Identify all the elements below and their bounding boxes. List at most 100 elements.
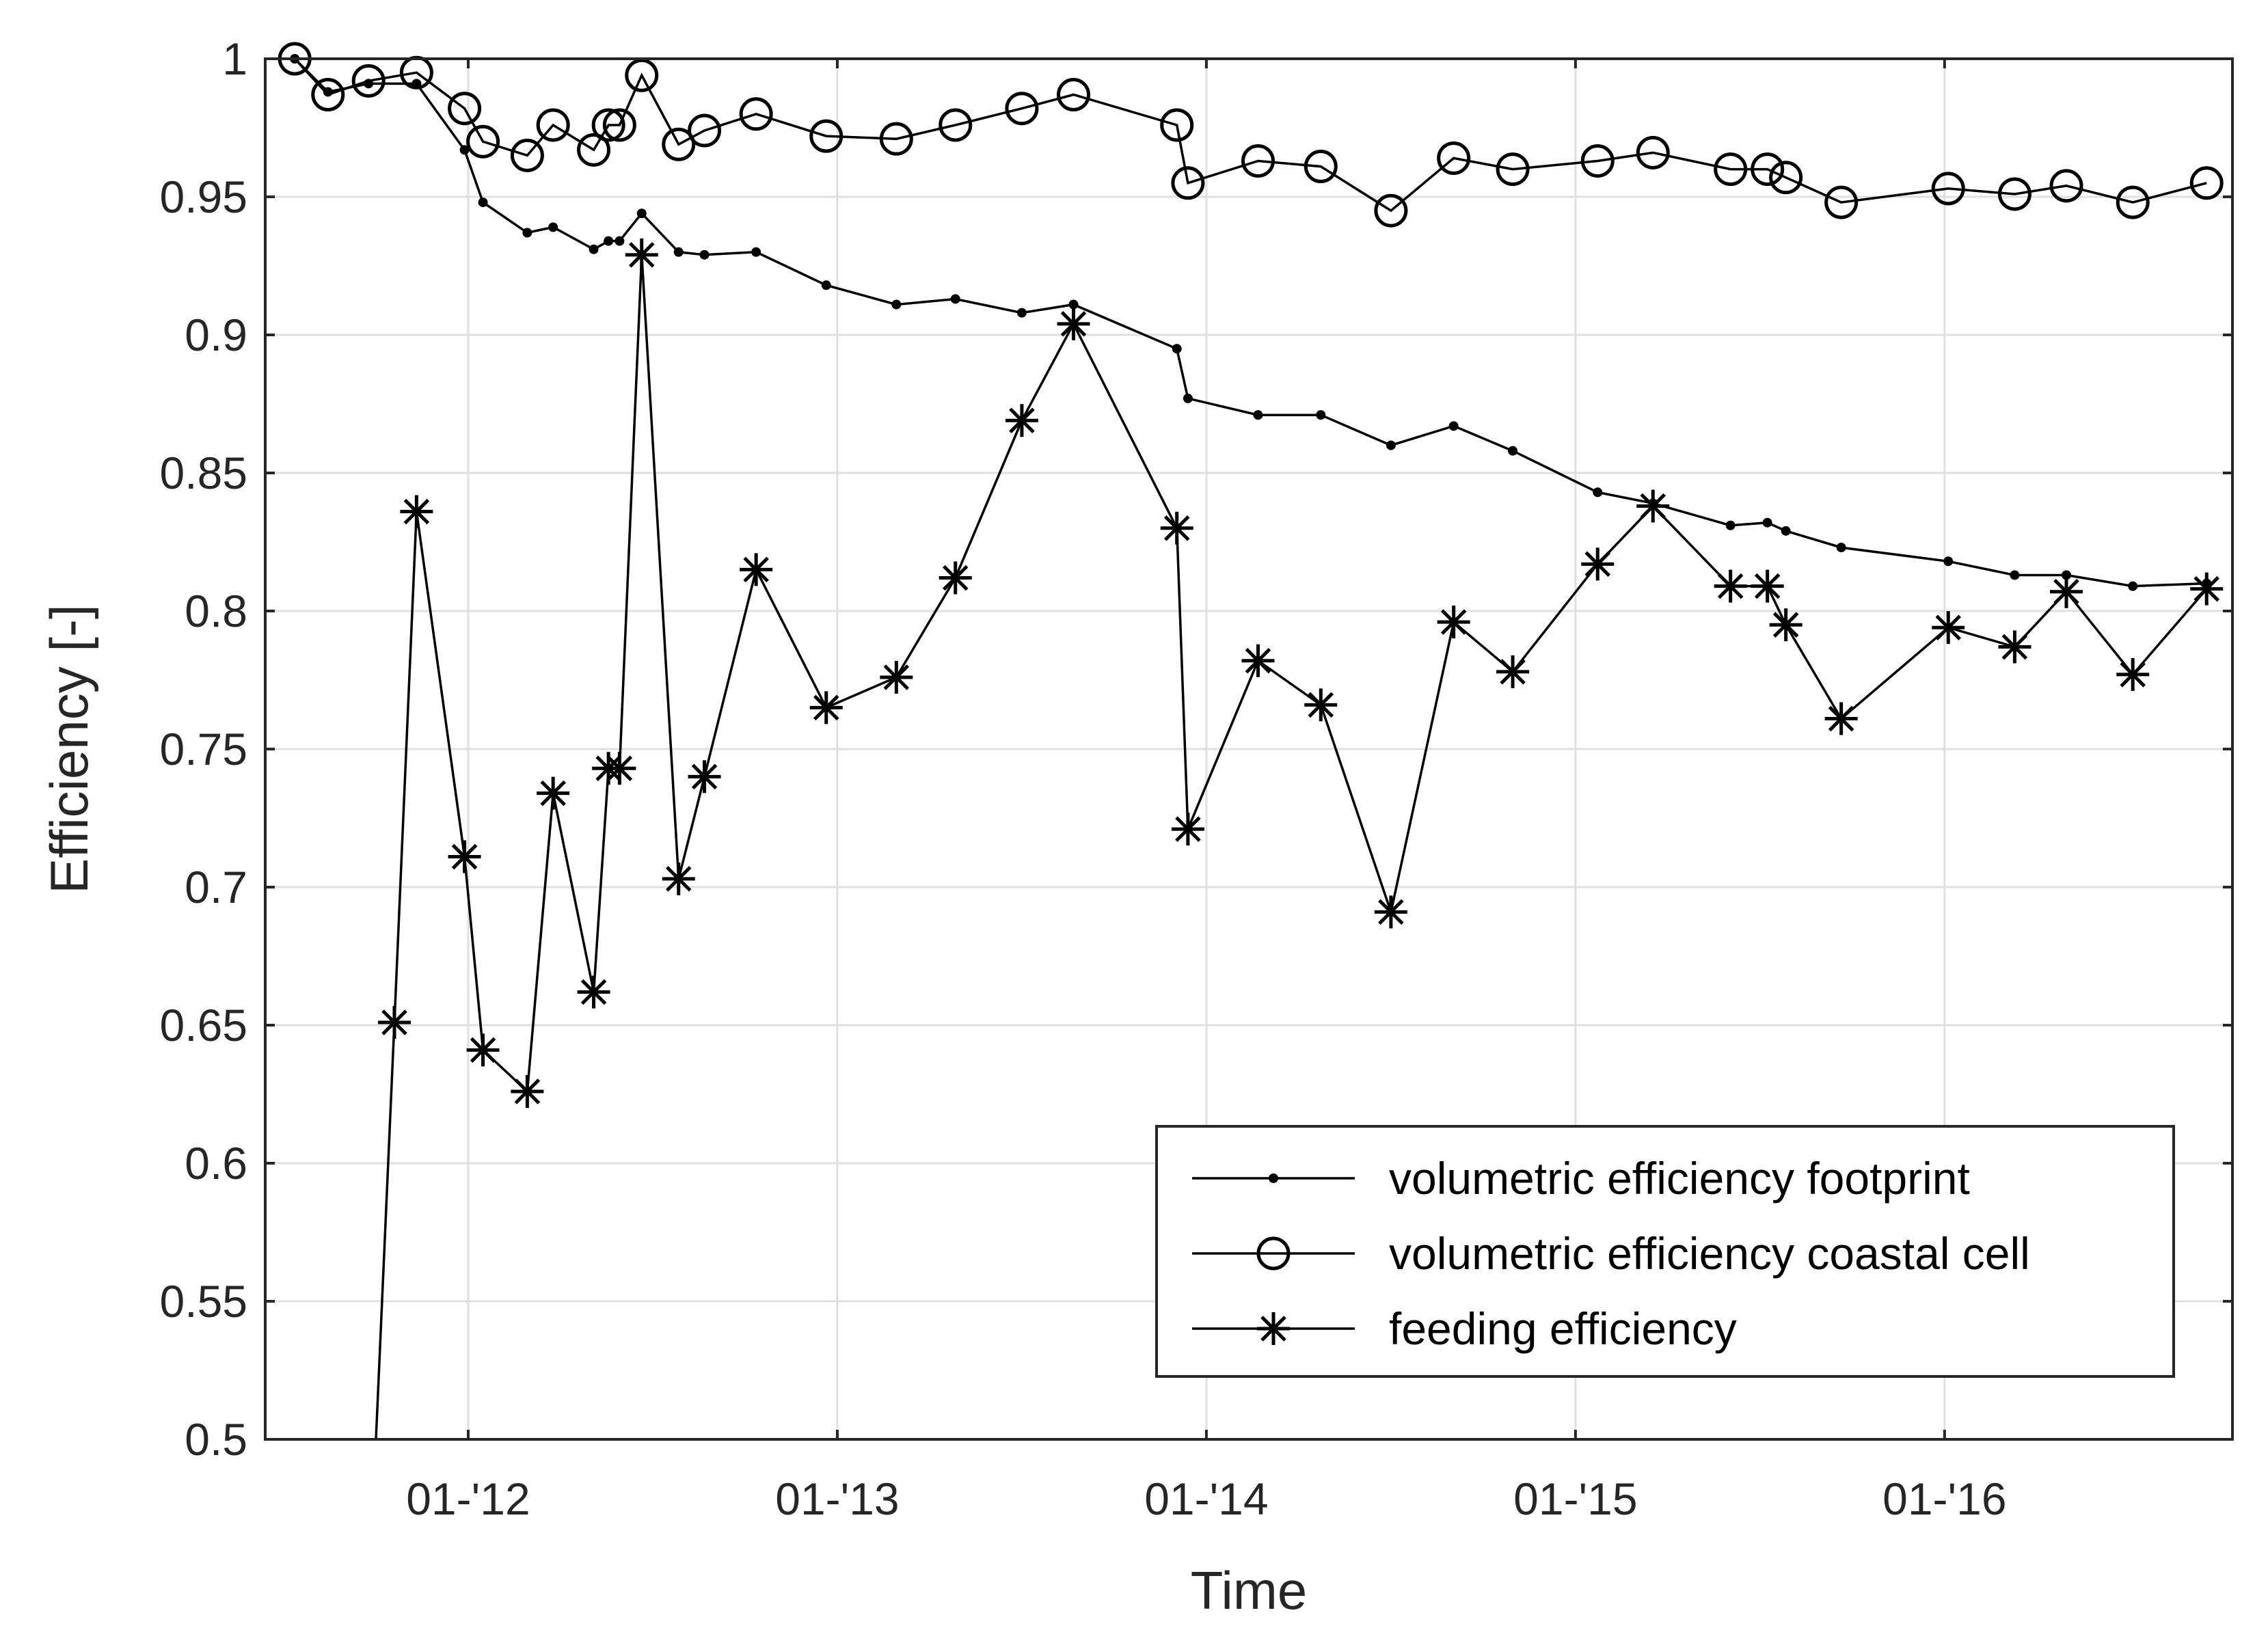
data-point-volumetric-efficiency-coastal-cell <box>688 113 722 148</box>
asterisk-glyph <box>939 561 972 595</box>
data-point-volumetric-efficiency-coastal-cell <box>1636 135 1670 169</box>
data-point-volumetric-efficiency-footprint <box>2010 570 2020 580</box>
data-point-feeding-efficiency <box>1241 644 1275 677</box>
asterisk-glyph <box>1824 702 1858 735</box>
legend-item-volumetric-efficiency-footprint: volumetric efficiency footprint <box>1192 1153 1970 1204</box>
asterisk-glyph <box>466 1033 500 1067</box>
data-point-volumetric-efficiency-coastal-cell <box>2189 166 2224 200</box>
data-point-volumetric-efficiency-coastal-cell <box>1931 172 1965 206</box>
data-point-volumetric-efficiency-footprint <box>1508 446 1518 456</box>
data-point-feeding-efficiency <box>2050 575 2083 608</box>
x-tick-label: 01-'15 <box>1513 1474 1637 1524</box>
data-point-volumetric-efficiency-footprint <box>1068 299 1079 310</box>
data-point-volumetric-efficiency-footprint <box>1725 520 1736 530</box>
data-point-feeding-efficiency <box>1714 569 1747 603</box>
y-tick-label: 0.7 <box>185 862 247 912</box>
series-layer <box>278 42 2224 1439</box>
data-point-volumetric-efficiency-coastal-cell <box>1241 144 1275 178</box>
data-point-feeding-efficiency <box>577 975 610 1009</box>
data-point-volumetric-efficiency-coastal-cell <box>1160 108 1194 142</box>
y-tick-label: 0.6 <box>185 1138 247 1189</box>
data-point-volumetric-efficiency-footprint <box>1016 308 1027 318</box>
data-point-volumetric-efficiency-coastal-cell <box>1714 152 1748 187</box>
data-point-feeding-efficiency <box>1171 813 1204 846</box>
data-point-volumetric-efficiency-coastal-cell <box>577 133 611 167</box>
data-point-feeding-efficiency <box>603 752 636 785</box>
data-point-volumetric-efficiency-coastal-cell <box>939 108 973 142</box>
series-line-volumetric-efficiency-coastal-cell <box>293 57 2207 213</box>
data-point-volumetric-efficiency-coastal-cell <box>448 92 482 126</box>
asterisk-glyph <box>1581 547 1615 581</box>
asterisk-glyph <box>662 862 695 895</box>
data-point-volumetric-efficiency-coastal-cell <box>662 127 696 161</box>
data-point-volumetric-efficiency-footprint <box>673 247 684 257</box>
data-point-feeding-efficiency <box>662 862 695 895</box>
data-point-volumetric-efficiency-footprint <box>548 222 558 232</box>
asterisk-glyph <box>809 691 843 724</box>
x-tick-label: 01-'16 <box>1882 1474 2006 1524</box>
data-point-volumetric-efficiency-coastal-cell <box>1374 193 1408 228</box>
series-volumetric-efficiency-footprint <box>290 54 2212 591</box>
data-point-volumetric-efficiency-footprint <box>459 145 470 155</box>
legend-box <box>1155 1125 2175 1378</box>
data-point-feeding-efficiency <box>466 1033 500 1067</box>
asterisk-glyph <box>448 840 481 873</box>
data-point-feeding-efficiency <box>809 691 843 724</box>
data-point-volumetric-efficiency-coastal-cell <box>351 64 386 98</box>
asterisk-glyph <box>1751 569 1784 603</box>
y-tick-label: 0.65 <box>160 1000 247 1050</box>
asterisk-glyph <box>688 760 721 793</box>
data-point-volumetric-efficiency-footprint <box>1593 487 1603 498</box>
data-point-volumetric-efficiency-coastal-cell <box>739 97 773 131</box>
asterisk-glyph <box>2116 657 2150 691</box>
data-point-feeding-efficiency <box>2190 572 2224 606</box>
data-point-volumetric-efficiency-footprint <box>1448 421 1459 431</box>
x-tick-label: 01-'12 <box>406 1474 530 1524</box>
data-point-volumetric-efficiency-footprint <box>1316 410 1326 420</box>
data-point-volumetric-efficiency-coastal-cell <box>809 119 843 153</box>
data-point-volumetric-efficiency-footprint <box>1183 393 1193 403</box>
data-point-volumetric-efficiency-footprint <box>950 294 960 304</box>
data-point-feeding-efficiency <box>1636 489 1670 523</box>
data-point-volumetric-efficiency-coastal-cell <box>879 122 913 156</box>
data-point-feeding-efficiency <box>448 840 481 873</box>
y-tick-label: 0.55 <box>160 1276 247 1327</box>
data-point-volumetric-efficiency-footprint <box>1386 440 1396 450</box>
data-point-volumetric-efficiency-footprint <box>751 247 761 257</box>
x-axis-title: Time <box>1191 1560 1307 1620</box>
series-feeding-efficiency <box>375 238 2224 1439</box>
data-point-volumetric-efficiency-coastal-cell <box>2049 169 2083 203</box>
data-point-volumetric-efficiency-coastal-cell <box>1005 92 1039 126</box>
asterisk-glyph <box>1998 630 2031 664</box>
asterisk-glyph <box>603 752 636 785</box>
asterisk-glyph <box>1769 608 1803 642</box>
legend-marker <box>1257 1312 1290 1345</box>
asterisk-glyph <box>537 776 570 810</box>
data-point-feeding-efficiency <box>740 553 773 586</box>
data-point-volumetric-efficiency-footprint <box>2128 581 2138 591</box>
y-tick-label: 0.85 <box>160 448 247 498</box>
data-point-volumetric-efficiency-footprint <box>636 208 647 219</box>
data-point-feeding-efficiency <box>1751 569 1784 603</box>
data-point-volumetric-efficiency-coastal-cell <box>1824 185 1859 219</box>
asterisk-glyph <box>400 495 433 528</box>
y-axis-title: Efficiency [-] <box>39 604 99 893</box>
asterisk-glyph <box>1171 813 1204 846</box>
data-point-volumetric-efficiency-footprint <box>891 299 902 310</box>
y-tick-label: 0.9 <box>185 310 247 360</box>
asterisk-glyph <box>1636 489 1670 523</box>
data-point-volumetric-efficiency-coastal-cell <box>602 108 636 142</box>
data-point-volumetric-efficiency-coastal-cell <box>1304 150 1338 184</box>
data-point-feeding-efficiency <box>1932 611 1965 644</box>
asterisk-glyph <box>2050 575 2083 608</box>
legend-label: volumetric efficiency footprint <box>1389 1153 1970 1204</box>
data-point-feeding-efficiency <box>1769 608 1803 642</box>
data-point-volumetric-efficiency-coastal-cell <box>1580 144 1615 178</box>
asterisk-glyph <box>577 975 610 1009</box>
x-tick-label: 01-'13 <box>775 1474 899 1524</box>
legend-marker <box>1269 1173 1278 1183</box>
asterisk-glyph <box>2190 572 2224 606</box>
data-point-feeding-efficiency <box>400 495 433 528</box>
data-point-volumetric-efficiency-coastal-cell <box>466 124 500 159</box>
